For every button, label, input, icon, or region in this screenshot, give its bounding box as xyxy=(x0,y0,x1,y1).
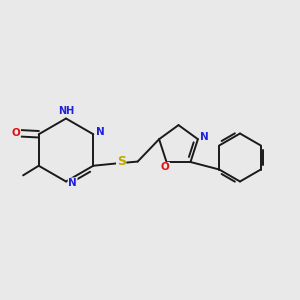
Text: O: O xyxy=(160,162,169,172)
Text: N: N xyxy=(200,132,208,142)
Text: NH: NH xyxy=(58,106,74,116)
Text: N: N xyxy=(68,178,77,188)
Text: N: N xyxy=(95,127,104,137)
Text: S: S xyxy=(117,155,126,168)
Text: O: O xyxy=(11,128,20,138)
